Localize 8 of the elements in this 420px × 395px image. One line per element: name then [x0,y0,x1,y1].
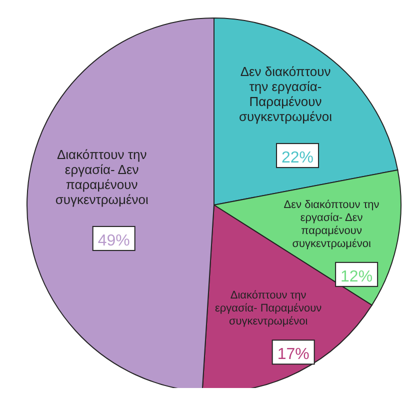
data-label: 22% [282,150,314,167]
data-label: 17% [277,346,310,364]
slice-label: Διακόπτουν την εργασία- Δεν παραμένουν συγκεντρωμένοι [55,146,148,207]
data-label: 49% [98,232,130,250]
slice-label: Διακόπτουν την εργασία- Παραμένουν συγκεντρωμένοι [215,290,322,328]
slice-label: Δεν διακόπτουν την εργασία- Παραμένουν συγκεντρωμένοι [239,64,332,124]
data-label: 12% [340,268,373,286]
slice-label: Δεν διακόπτουν την εργασία- Δεν παραμένουν συγκεντρωμένοι [284,198,380,250]
